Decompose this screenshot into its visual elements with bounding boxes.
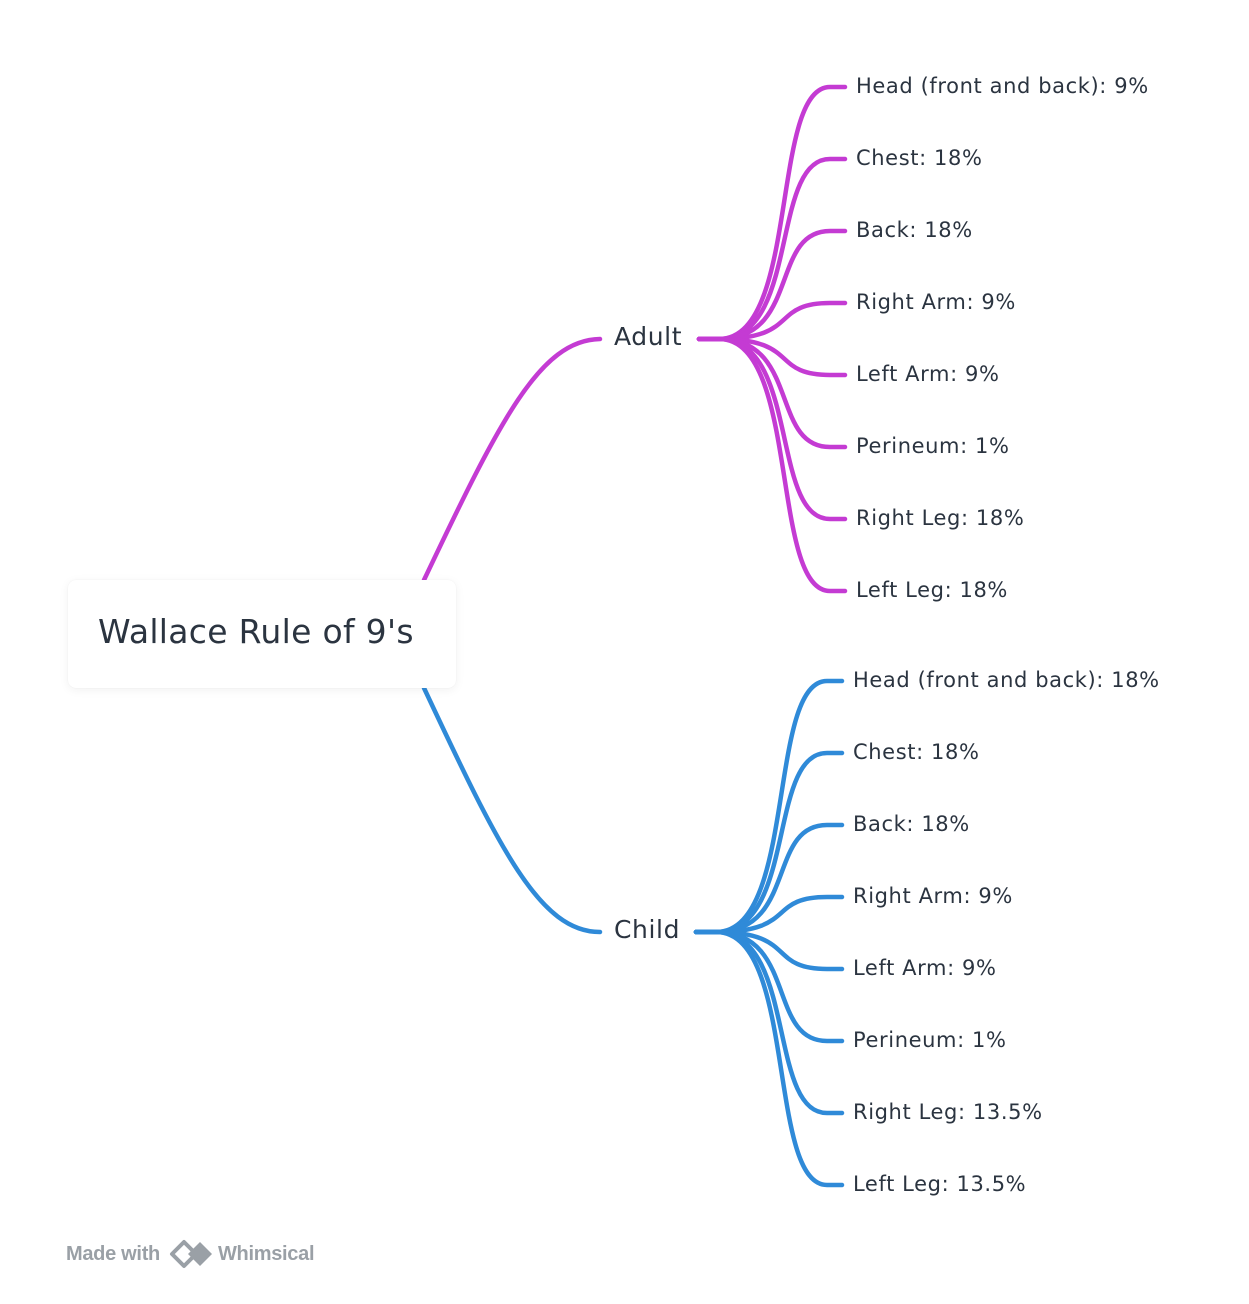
root-to-adult-line [421,336,603,583]
child-connectors [421,678,845,1188]
adult-connectors [421,84,848,594]
child-connector-line [693,678,845,935]
child-leaf-node[interactable]: Right Arm: 9% [853,884,1013,908]
adult-leaf-node[interactable]: Head (front and back): 9% [856,74,1149,98]
adult-leaf-node[interactable]: Left Leg: 18% [856,578,1008,602]
root-to-child-line [421,685,603,935]
child-leaf-node[interactable]: Left Arm: 9% [853,956,997,980]
child-leaf-node[interactable]: Perineum: 1% [853,1028,1007,1052]
adult-connector-line [696,336,848,594]
adult-leaf-node[interactable]: Back: 18% [856,218,973,242]
adult-leaf-node[interactable]: Perineum: 1% [856,434,1010,458]
whimsical-brand-text: Whimsical [217,1242,315,1265]
adult-leaf-node[interactable]: Chest: 18% [856,146,983,170]
root-node-title: Wallace Rule of 9's [98,612,414,651]
root-node[interactable] [68,580,456,688]
adult-leaf-node[interactable]: Right Arm: 9% [856,290,1016,314]
child-leaf-node[interactable]: Chest: 18% [853,740,980,764]
made-with-text: Made with [66,1242,160,1265]
whimsical-logo-icon [168,1238,216,1270]
branch-adult-label[interactable]: Adult [614,322,683,351]
child-leaf-node[interactable]: Back: 18% [853,812,970,836]
made-with-whimsical-badge[interactable]: Made with Whimsical [66,1238,315,1270]
child-leaf-node[interactable]: Left Leg: 13.5% [853,1172,1027,1196]
adult-leaf-node[interactable]: Left Arm: 9% [856,362,1000,386]
branch-child-label[interactable]: Child [614,915,681,944]
adult-leaf-node[interactable]: Right Leg: 18% [856,506,1025,530]
child-leaf-node[interactable]: Head (front and back): 18% [853,668,1160,692]
child-connector-line [693,929,845,1188]
child-leaf-node[interactable]: Right Leg: 13.5% [853,1100,1043,1124]
